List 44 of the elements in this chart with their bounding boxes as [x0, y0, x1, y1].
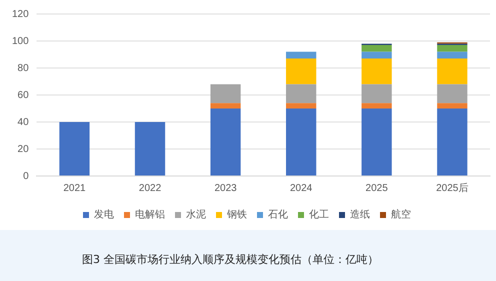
bar — [286, 52, 316, 59]
x-tick-label: 2025 — [366, 182, 388, 194]
bar — [437, 84, 468, 104]
bar — [362, 108, 392, 176]
bar — [362, 52, 392, 59]
y-tick-label: 100 — [12, 36, 30, 47]
bar — [362, 58, 392, 84]
legend-label: 化工 — [309, 208, 329, 221]
bar — [134, 122, 166, 176]
bar — [437, 52, 468, 59]
x-tick-label: 2022 — [138, 182, 162, 194]
y-tick-label: 20 — [18, 144, 30, 155]
y-tick-label: 0 — [23, 170, 30, 182]
legend-label: 造纸 — [350, 208, 370, 221]
bar — [59, 122, 90, 176]
bar — [210, 108, 241, 176]
y-tick-label: 40 — [18, 116, 30, 128]
legend-label: 航空 — [391, 208, 411, 221]
legend-label: 电解铝 — [135, 208, 165, 221]
bar — [362, 45, 392, 52]
x-tick-label: 2025后 — [436, 182, 468, 194]
legend-label: 石化 — [268, 208, 288, 221]
bar — [437, 58, 468, 84]
bar — [437, 108, 468, 176]
bar — [362, 103, 392, 108]
y-tick-label: 120 — [12, 8, 30, 20]
bar — [210, 103, 241, 108]
bar — [437, 103, 468, 108]
text: 图3 全国碳市场行业纳入顺序及规模变化预估（单位：亿吨） — [0, 230, 496, 281]
x-tick-label: 2021 — [63, 182, 86, 194]
x-tick-label: 2023 — [214, 182, 238, 194]
bar — [286, 84, 316, 104]
legend-label: 水泥 — [186, 208, 206, 221]
bar — [437, 45, 468, 52]
x-tick-label: 2024 — [290, 182, 313, 194]
bar — [286, 103, 316, 108]
bar — [286, 108, 316, 176]
bar — [286, 58, 316, 84]
y-tick-label: 60 — [18, 90, 30, 101]
y-tick-label: 80 — [18, 62, 30, 74]
bar — [362, 84, 392, 104]
legend-label: 发电 — [94, 208, 114, 221]
bar — [210, 84, 241, 104]
legend-label: 钢铁 — [226, 208, 247, 221]
